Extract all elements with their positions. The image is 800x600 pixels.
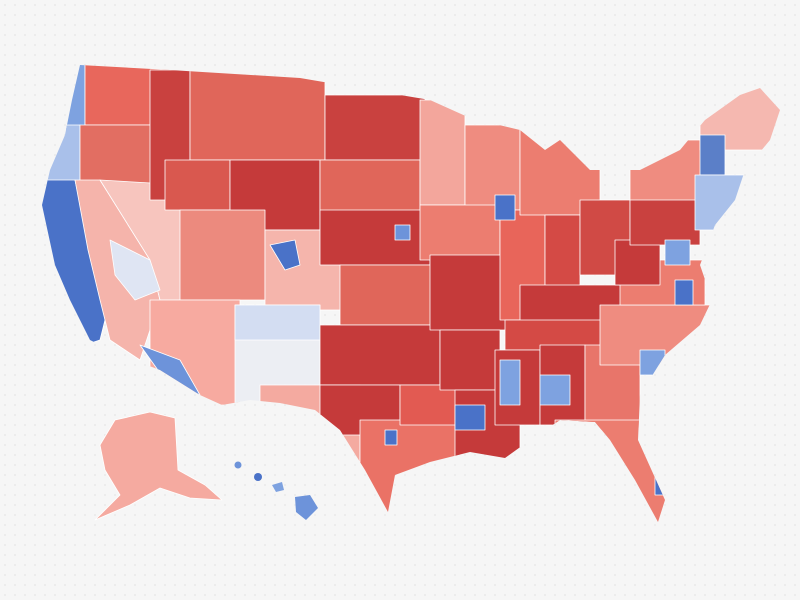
region — [319, 159, 421, 216]
region — [109, 239, 161, 301]
region — [139, 344, 201, 396]
region — [494, 194, 516, 221]
region — [664, 239, 691, 266]
region — [419, 99, 466, 206]
region — [419, 204, 501, 261]
region — [189, 69, 326, 161]
region — [319, 324, 441, 386]
region — [324, 94, 426, 161]
alaska — [94, 411, 223, 521]
region — [539, 374, 571, 406]
region — [384, 429, 398, 446]
region — [614, 239, 661, 286]
region — [394, 224, 411, 241]
region — [179, 209, 266, 301]
region — [674, 279, 694, 306]
region — [499, 359, 521, 406]
region — [319, 209, 431, 266]
hawaii — [234, 461, 318, 520]
region — [164, 159, 231, 211]
region — [454, 404, 486, 431]
region — [699, 134, 726, 176]
region — [399, 384, 461, 426]
region — [339, 264, 441, 326]
region — [269, 239, 301, 271]
region — [234, 304, 321, 341]
region — [439, 329, 501, 391]
region — [629, 194, 701, 246]
